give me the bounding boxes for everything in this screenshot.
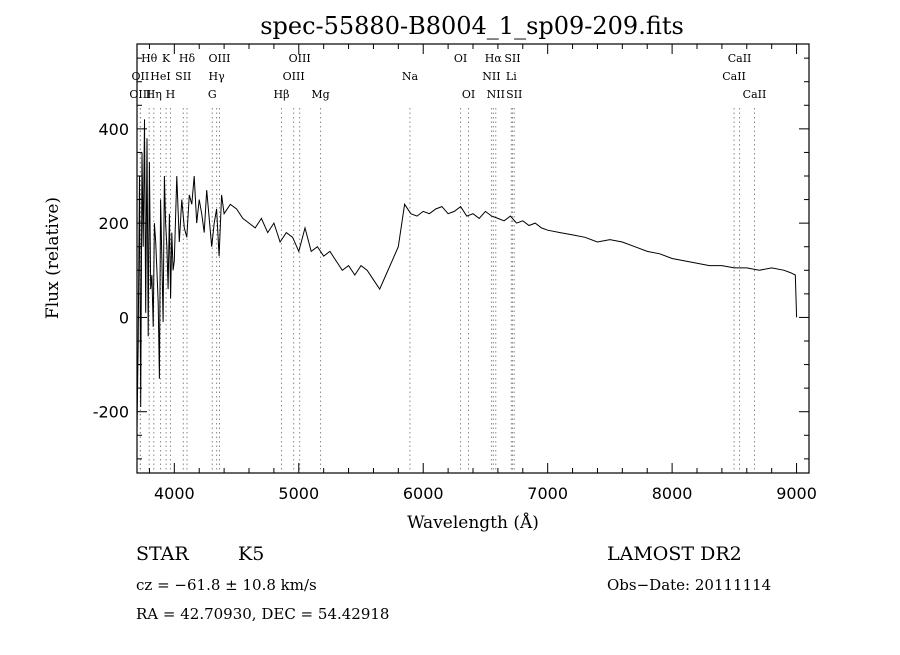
spectral-line-label: Hγ xyxy=(209,70,226,83)
spectral-line-label: Hθ xyxy=(141,52,158,65)
spectral-line-label: Na xyxy=(402,70,419,83)
spectral-line-label: OIII xyxy=(289,52,311,65)
spectral-line-label: NII xyxy=(487,88,505,101)
observation-date: Obs−Date: 20111114 xyxy=(607,576,771,594)
spectral-line-label: OIII xyxy=(283,70,305,83)
spectral-line-label: Hβ xyxy=(274,88,290,101)
x-tick-label: 8000 xyxy=(652,484,693,503)
survey-name: LAMOST DR2 xyxy=(607,543,742,565)
x-tick-label: 7000 xyxy=(527,484,568,503)
spectral-line-label: Li xyxy=(506,70,517,83)
y-tick-label: 0 xyxy=(119,308,129,327)
x-tick-label: 5000 xyxy=(278,484,319,503)
spectral-line-label: SII xyxy=(504,52,520,65)
object-subclass: K5 xyxy=(238,543,264,565)
spectral-line-label: K xyxy=(162,52,171,65)
object-type: STAR xyxy=(136,543,189,565)
spectral-line-label: OIII xyxy=(129,88,151,101)
sky-coordinates: RA = 42.70930, DEC = 54.42918 xyxy=(136,605,389,623)
spectral-line-label: Hη xyxy=(146,88,162,101)
x-tick-label: 4000 xyxy=(154,484,195,503)
x-tick-label: 6000 xyxy=(403,484,444,503)
spectral-line-label: CaII xyxy=(722,70,746,83)
chart-title: spec-55880-B8004_1_sp09-209.fits xyxy=(260,12,684,40)
y-tick-label: 400 xyxy=(98,120,129,139)
spectral-line-label: NII xyxy=(482,70,500,83)
spectral-line-label: Hδ xyxy=(179,52,196,65)
x-axis-label: Wavelength (Å) xyxy=(407,512,539,533)
spectral-line-label: OIII xyxy=(208,52,230,65)
spectral-line-label: OI xyxy=(462,88,475,101)
y-tick-label: 200 xyxy=(98,214,129,233)
redshift-velocity: cz = −61.8 ± 10.8 km/s xyxy=(136,576,317,594)
spectral-line-label: CaII xyxy=(743,88,767,101)
spectral-line-label: HeI xyxy=(150,70,170,83)
spectral-line-label: CaII xyxy=(728,52,752,65)
y-tick-label: -200 xyxy=(93,403,129,422)
spectral-line-label: H xyxy=(166,88,176,101)
x-tick-label: 9000 xyxy=(776,484,817,503)
spectral-line-label: Mg xyxy=(311,88,329,101)
axis-ticks-layer: 4000 5000 6000 7000 8000 9000 -200 0 200 400 xyxy=(93,44,817,503)
spectral-line-label: SII xyxy=(175,70,191,83)
spectral-line-label: G xyxy=(208,88,217,101)
spectrum-series-line xyxy=(136,119,798,431)
spectral-line-label: SII xyxy=(506,88,522,101)
plot-frame xyxy=(136,43,810,474)
y-axis-label: Flux (relative) xyxy=(43,197,63,319)
spectral-line-label: OII xyxy=(132,70,150,83)
spectral-line-label: Hα xyxy=(485,52,503,65)
spectral-line-label: OI xyxy=(454,52,467,65)
